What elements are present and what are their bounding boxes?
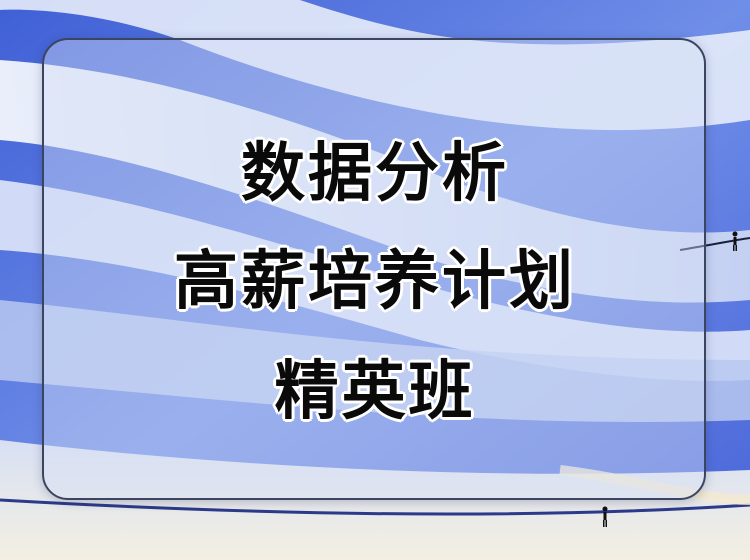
walking-person-icon	[732, 231, 738, 251]
title-line-1: 数据分析	[240, 137, 509, 211]
walking-person-icon	[602, 506, 608, 527]
title-line-3: 精英班	[274, 355, 476, 429]
title-card	[42, 38, 706, 500]
title-line-2: 高薪培养计划	[173, 245, 576, 319]
